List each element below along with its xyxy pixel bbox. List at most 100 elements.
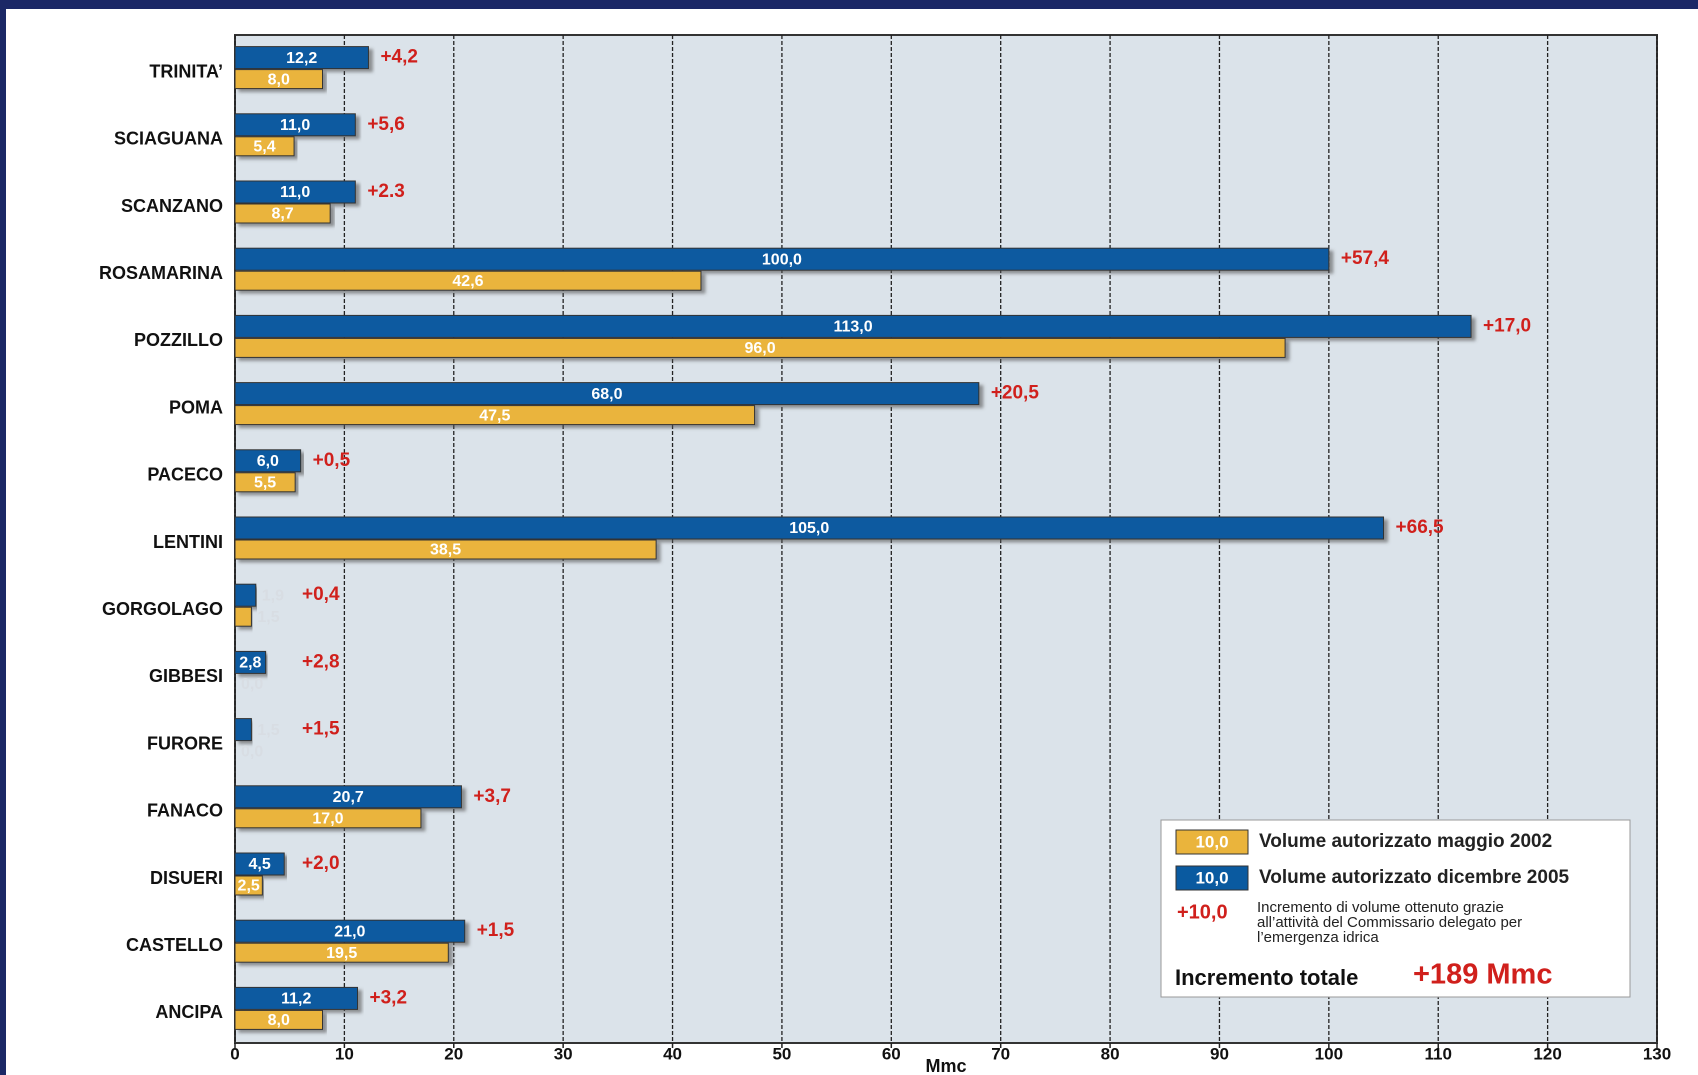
bar <box>234 650 267 674</box>
total-label: Incremento totale <box>1175 965 1358 990</box>
x-tick-label: 100 <box>1315 1044 1343 1063</box>
bar <box>234 472 296 493</box>
increment-label: +57,4 <box>1341 248 1390 269</box>
legend-sample: +10,0 <box>1177 901 1228 923</box>
bar <box>234 942 449 963</box>
bar <box>234 718 252 742</box>
value-label: 1,9 <box>262 587 284 604</box>
x-tick-label: 50 <box>772 1044 791 1063</box>
bar <box>234 203 331 224</box>
category-label: FANACO <box>147 801 223 821</box>
bar <box>234 136 295 157</box>
bar <box>234 539 657 560</box>
increment-label: +66,5 <box>1396 517 1445 538</box>
bar <box>234 919 466 943</box>
bar <box>234 113 356 137</box>
x-tick-label: 130 <box>1643 1044 1671 1063</box>
x-tick-label: 70 <box>991 1044 1010 1063</box>
value-label: 47,5 <box>479 407 510 424</box>
bar <box>234 986 359 1010</box>
value-label: 1,5 <box>257 609 279 626</box>
value-label: 8,0 <box>268 71 290 88</box>
value-label: 0,0 <box>241 676 263 693</box>
increment-label: +1,5 <box>302 719 340 740</box>
x-tick-label: 20 <box>444 1044 463 1063</box>
bar <box>234 337 1286 358</box>
bar <box>234 405 756 426</box>
x-tick-label: 90 <box>1210 1044 1229 1063</box>
value-label: 11,2 <box>281 991 311 1008</box>
category-label: FURORE <box>147 733 223 753</box>
increment-label: +4,2 <box>380 47 418 68</box>
value-label: 11,0 <box>280 117 310 134</box>
value-label: 1,5 <box>257 722 279 739</box>
value-label: 12,2 <box>286 50 317 67</box>
value-label: 5,4 <box>253 139 275 156</box>
total-value: +189 Mmc <box>1413 959 1552 991</box>
x-tick-label: 0 <box>230 1044 239 1063</box>
value-label: 20,7 <box>333 789 364 806</box>
x-tick-label: 80 <box>1101 1044 1120 1063</box>
category-label: GIBBESI <box>149 666 223 686</box>
increment-label: +5,6 <box>367 114 405 135</box>
value-label: 42,6 <box>452 273 483 290</box>
legend-label-wrap: Incremento di volume ottenuto grazie all… <box>1257 900 1522 945</box>
value-label: 100,0 <box>762 251 802 268</box>
bar <box>234 180 356 204</box>
category-label: LENTINI <box>153 532 223 552</box>
category-label: ROSAMARINA <box>99 263 223 283</box>
value-label: 8,0 <box>268 1012 290 1029</box>
increment-label: +1,5 <box>477 920 515 941</box>
value-label: 105,0 <box>789 520 829 537</box>
increment-label: +3,7 <box>473 786 511 807</box>
category-label: SCANZANO <box>121 196 223 216</box>
value-label: 21,0 <box>334 923 365 940</box>
increment-label: +0,4 <box>302 584 340 605</box>
increment-label: +3,2 <box>370 987 408 1008</box>
increment-label: +0,5 <box>313 450 351 471</box>
value-label: 38,5 <box>430 542 461 559</box>
bar <box>234 449 302 473</box>
value-label: 0,0 <box>241 743 263 760</box>
bar <box>234 314 1472 338</box>
bar <box>234 852 285 876</box>
category-label: POMA <box>169 397 223 417</box>
increment-label: +2,8 <box>302 651 340 672</box>
legend-label: Volume autorizzato maggio 2002 <box>1259 831 1552 852</box>
x-axis-label: Mmc <box>925 1056 966 1075</box>
value-label: 2,8 <box>239 655 261 672</box>
increment-label: +2,0 <box>302 853 340 874</box>
value-label: 96,0 <box>744 340 775 357</box>
x-tick-label: 110 <box>1425 1044 1452 1063</box>
category-label: PACECO <box>147 465 223 485</box>
value-label: 19,5 <box>326 945 357 962</box>
bar <box>234 785 462 809</box>
x-tick-label: 30 <box>554 1044 573 1063</box>
bar <box>234 270 702 291</box>
category-label: ANCIPA <box>155 1002 223 1022</box>
category-label: DISUERI <box>150 868 223 888</box>
legend-label: Volume autorizzato dicembre 2005 <box>1259 867 1570 888</box>
increment-label: +20,5 <box>991 383 1040 404</box>
legend-sample: 10,0 <box>1195 868 1228 887</box>
x-tick-label: 40 <box>663 1044 682 1063</box>
value-label: 5,5 <box>254 475 276 492</box>
value-label: 11,0 <box>280 184 310 201</box>
legend-swatch <box>1175 865 1249 891</box>
value-label: 6,0 <box>257 453 279 470</box>
value-label: 4,5 <box>248 856 270 873</box>
value-label: 8,7 <box>271 206 293 223</box>
increment-label: +17,0 <box>1483 315 1531 336</box>
value-label: 2,5 <box>238 878 260 895</box>
bar <box>234 247 1330 271</box>
value-label: 17,0 <box>312 811 343 828</box>
bar <box>234 46 369 70</box>
category-label: TRINITA’ <box>149 61 223 81</box>
x-tick-label: 10 <box>335 1044 354 1063</box>
category-label: POZZILLO <box>134 330 223 350</box>
bar <box>234 1009 324 1030</box>
category-label: CASTELLO <box>126 935 223 955</box>
value-label: 68,0 <box>591 386 622 403</box>
